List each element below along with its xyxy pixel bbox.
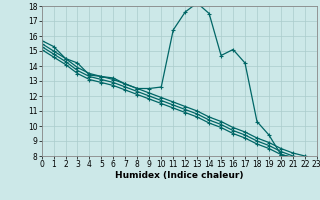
X-axis label: Humidex (Indice chaleur): Humidex (Indice chaleur) <box>115 171 244 180</box>
